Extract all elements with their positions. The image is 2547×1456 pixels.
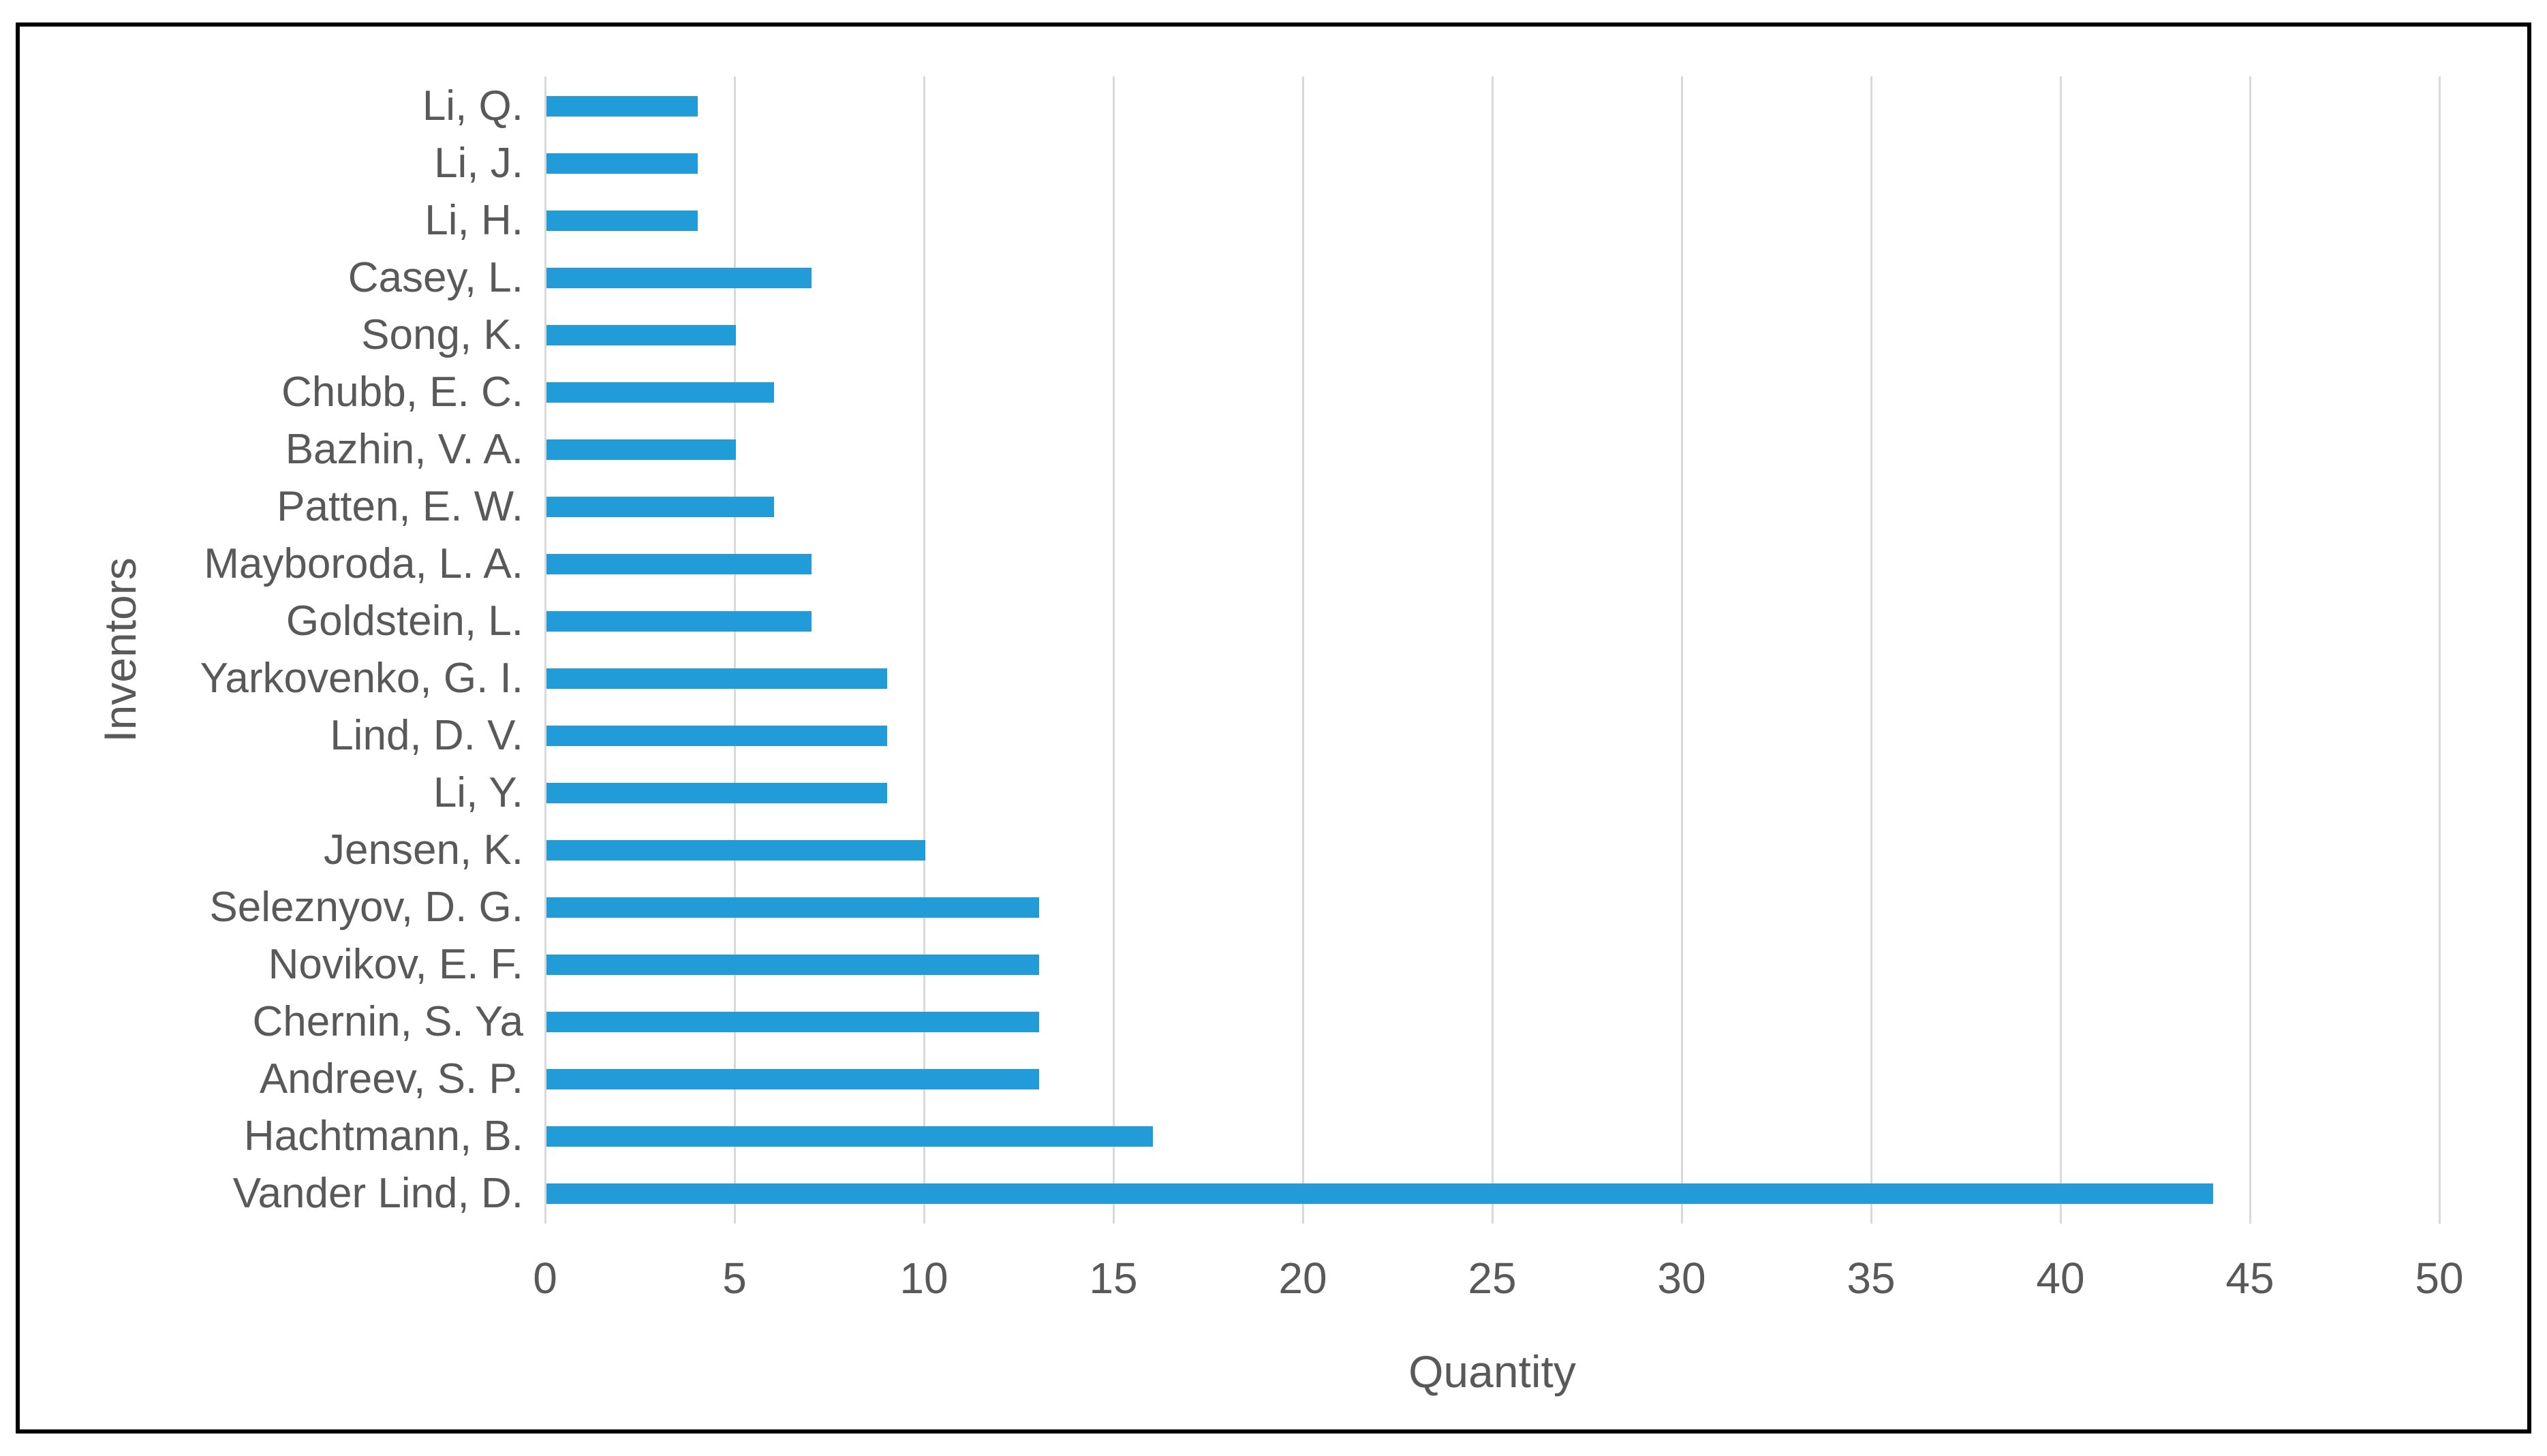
gridline-x-20 [1302,76,1304,1224]
category-label: Vander Lind, D. [232,1170,523,1217]
bar [546,325,736,345]
bar [546,840,925,861]
category-label: Andreev, S. P. [259,1055,523,1102]
bar [546,1012,1039,1032]
bar [546,668,888,689]
x-tick-label: 50 [2415,1254,2464,1303]
category-label: Li, Y. [433,769,523,816]
bar [546,96,698,117]
x-tick-label: 15 [1089,1254,1138,1303]
gridline-x-35 [1870,76,1872,1224]
bar [546,897,1039,918]
gridline-x-0 [544,76,546,1224]
y-axis-title: Inventors [95,557,145,743]
category-label: Chernin, S. Ya [252,998,524,1045]
bar [546,554,812,574]
bar [546,1069,1039,1089]
x-tick-label: 5 [722,1254,747,1303]
category-label: Novikov, E. F. [268,941,523,988]
bar [546,1183,2214,1204]
gridline-x-15 [1113,76,1115,1224]
category-label: Patten, E. W. [277,483,523,530]
x-tick-label: 35 [1847,1254,1896,1303]
category-label: Goldstein, L. [285,598,523,645]
x-tick-label: 10 [899,1254,948,1303]
category-label: Hachtmann, B. [243,1113,523,1160]
category-label: Lind, D. V. [330,712,523,759]
bar [546,611,812,632]
category-label: Li, H. [424,197,523,244]
bar [546,439,736,460]
x-axis-title: Quantity [1408,1346,1576,1397]
bar [546,268,812,288]
bar [546,211,698,231]
gridline-x-50 [2439,76,2441,1224]
gridline-x-5 [734,76,736,1224]
x-tick-label: 25 [1468,1254,1517,1303]
category-label: Seleznyov, D. G. [209,884,523,931]
bar [546,153,698,174]
gridline-x-25 [1492,76,1494,1224]
category-label: Chubb, E. C. [281,369,523,416]
bar [546,1126,1153,1147]
bar [546,497,774,517]
category-label: Bazhin, V. A. [285,426,523,473]
category-label: Song, K. [361,311,523,358]
x-tick-label: 40 [2036,1254,2085,1303]
bar [546,726,888,746]
category-label: Li, J. [434,140,523,187]
x-tick-label: 20 [1278,1254,1327,1303]
bar [546,955,1039,975]
x-tick-label: 45 [2225,1254,2274,1303]
gridline-x-10 [923,76,925,1224]
category-label: Jensen, K. [324,826,523,873]
bar [546,382,774,403]
gridline-x-30 [1681,76,1683,1224]
gridline-x-45 [2249,76,2251,1224]
category-label: Mayboroda, L. A. [204,540,523,587]
x-tick-label: 30 [1657,1254,1706,1303]
bar [546,783,888,803]
x-tick-label: 0 [533,1254,557,1303]
gridline-x-40 [2060,76,2062,1224]
category-label: Casey, L. [348,254,523,301]
category-label: Yarkovenko, G. I. [200,655,523,702]
category-label: Li, Q. [422,82,523,129]
